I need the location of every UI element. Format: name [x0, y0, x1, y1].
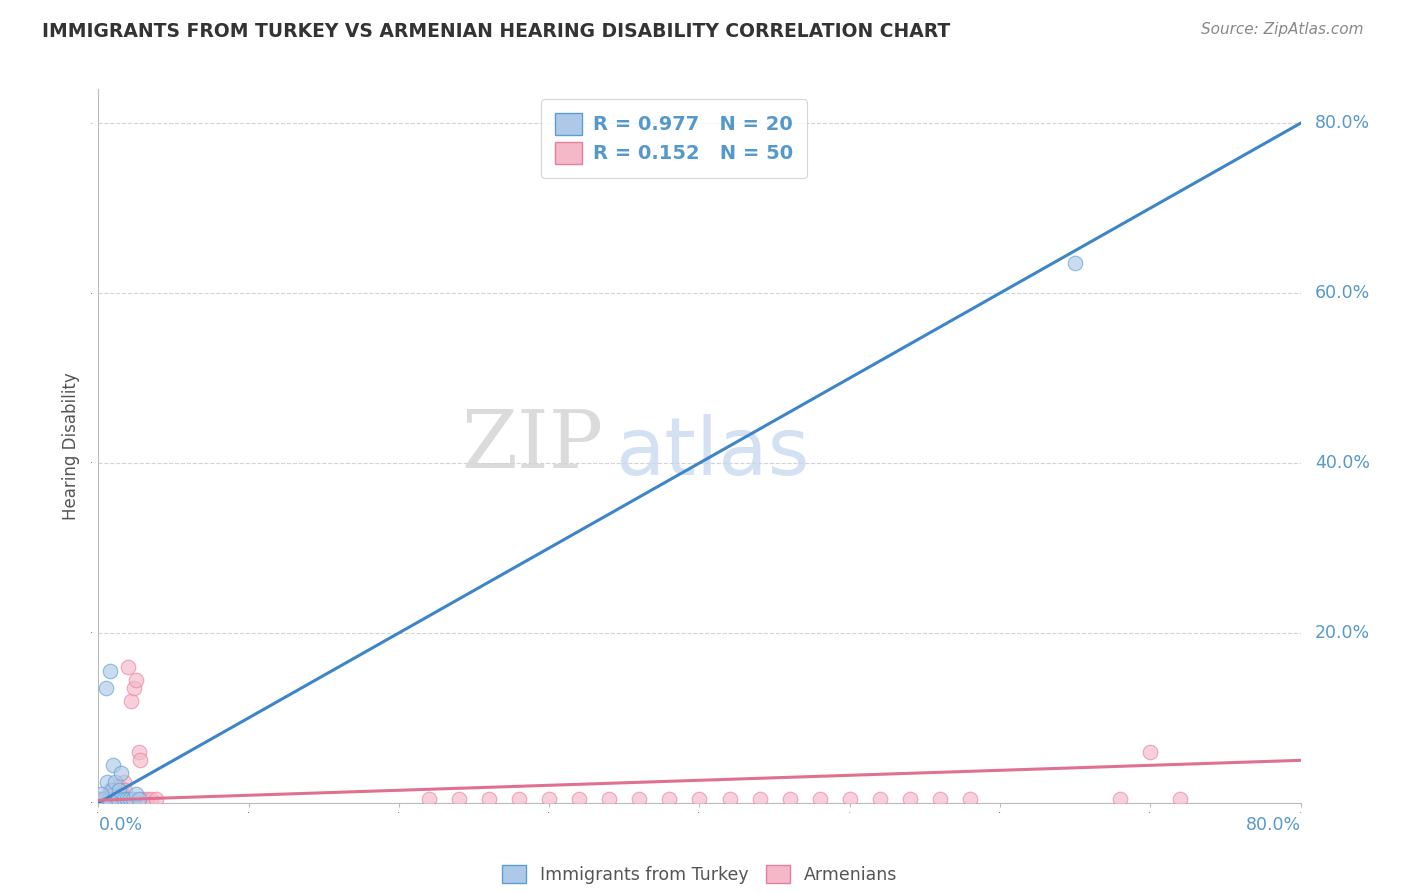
Point [1109, 791, 1132, 805]
Text: atlas: atlas [616, 414, 810, 492]
Point [125, 673, 148, 687]
Point [91, 791, 114, 805]
Point [929, 791, 952, 805]
Point [117, 660, 139, 674]
Point [107, 791, 129, 805]
Point [125, 787, 148, 801]
Text: 20.0%: 20.0% [1315, 624, 1369, 642]
Text: 80.0%: 80.0% [1246, 816, 1301, 834]
Point [598, 791, 620, 805]
Y-axis label: Hearing Disability: Hearing Disability [62, 372, 80, 520]
Point [132, 791, 155, 805]
Point [104, 774, 127, 789]
Point [97, 791, 120, 805]
Point [94, 791, 117, 805]
Point [101, 783, 124, 797]
Point [90, 791, 112, 805]
Text: 0.0%: 0.0% [98, 816, 142, 834]
Point [93, 791, 115, 805]
Point [658, 791, 681, 805]
Point [112, 791, 135, 805]
Point [118, 791, 141, 805]
Text: IMMIGRANTS FROM TURKEY VS ARMENIAN HEARING DISABILITY CORRELATION CHART: IMMIGRANTS FROM TURKEY VS ARMENIAN HEARI… [42, 22, 950, 41]
Point [115, 791, 138, 805]
Point [104, 791, 127, 805]
Point [508, 791, 530, 805]
Point [89, 791, 111, 805]
Point [718, 791, 741, 805]
Point [105, 783, 128, 797]
Text: Source: ZipAtlas.com: Source: ZipAtlas.com [1201, 22, 1364, 37]
Point [103, 787, 125, 801]
Point [748, 791, 770, 805]
Point [145, 791, 167, 805]
Point [628, 791, 651, 805]
Point [101, 787, 124, 801]
Point [1139, 745, 1161, 759]
Point [100, 783, 122, 797]
Point [121, 694, 143, 708]
Text: 60.0%: 60.0% [1315, 284, 1371, 302]
Point [898, 791, 921, 805]
Point [108, 783, 131, 797]
Point [135, 791, 157, 805]
Point [108, 779, 131, 793]
Legend: R = 0.977   N = 20, R = 0.152   N = 50: R = 0.977 N = 20, R = 0.152 N = 50 [541, 99, 807, 178]
Point [122, 791, 145, 805]
Point [838, 791, 860, 805]
Point [128, 745, 150, 759]
Point [93, 791, 115, 805]
Point [128, 791, 150, 805]
Text: 40.0%: 40.0% [1315, 454, 1369, 472]
Point [538, 791, 561, 805]
Point [90, 787, 112, 801]
Point [96, 791, 118, 805]
Point [808, 791, 831, 805]
Text: 80.0%: 80.0% [1315, 114, 1369, 132]
Point [110, 783, 132, 797]
Point [478, 791, 501, 805]
Point [1064, 256, 1087, 270]
Point [110, 766, 132, 780]
Text: ZIP: ZIP [461, 407, 603, 485]
Point [869, 791, 891, 805]
Point [124, 681, 146, 695]
Point [568, 791, 591, 805]
Point [112, 774, 135, 789]
Point [779, 791, 801, 805]
Point [100, 664, 122, 678]
Point [94, 681, 117, 695]
Point [103, 757, 125, 772]
Point [107, 791, 129, 805]
Point [129, 753, 152, 767]
Point [959, 791, 981, 805]
Point [139, 791, 162, 805]
Point [111, 787, 134, 801]
Point [688, 791, 710, 805]
Point [96, 774, 118, 789]
Point [114, 783, 136, 797]
Point [1170, 791, 1192, 805]
Point [91, 791, 114, 805]
Point [97, 791, 120, 805]
Point [447, 791, 470, 805]
Point [418, 791, 440, 805]
